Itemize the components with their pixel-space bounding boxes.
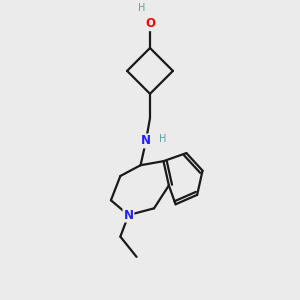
- Text: N: N: [123, 208, 134, 222]
- Text: O: O: [145, 17, 155, 30]
- Text: N: N: [141, 134, 151, 148]
- Text: H: H: [138, 3, 146, 13]
- Text: H: H: [159, 134, 166, 144]
